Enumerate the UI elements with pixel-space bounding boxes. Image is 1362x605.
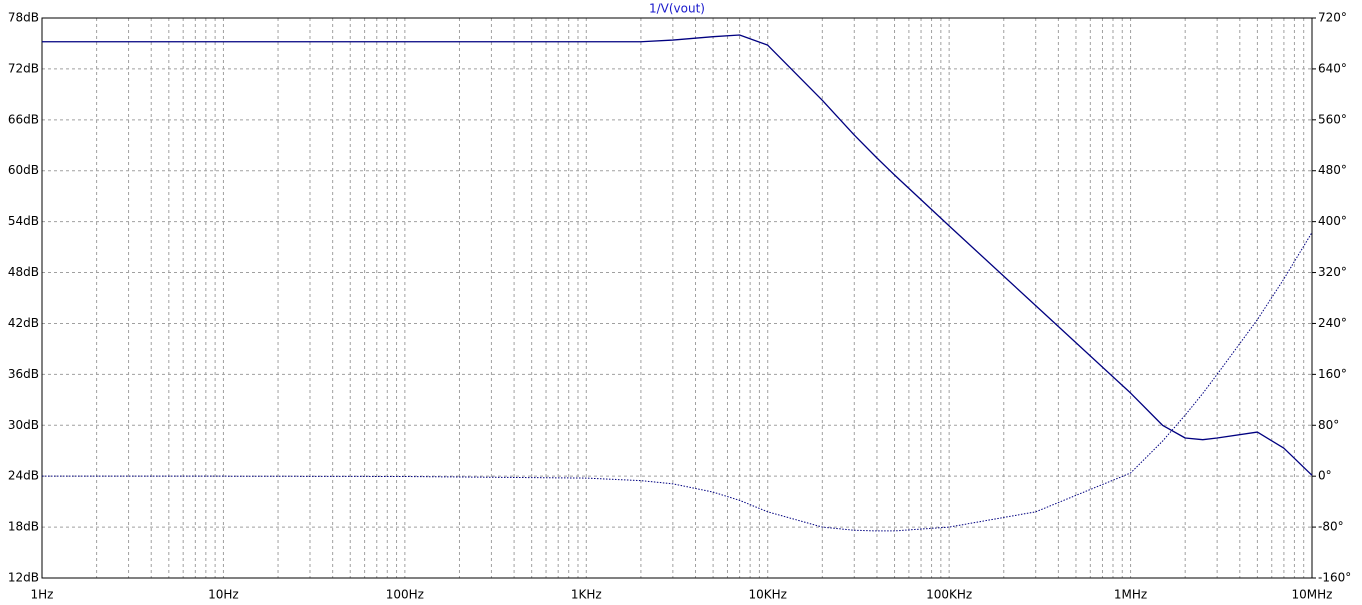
chart-title: 1/V(vout) xyxy=(649,2,705,16)
x-tick-label: 1Hz xyxy=(31,588,54,602)
y-tick-label: 60dB xyxy=(8,163,39,177)
plot-frame xyxy=(41,17,1313,579)
y-tick-label: 48dB xyxy=(8,265,39,279)
y2-tick-label: 240° xyxy=(1318,316,1347,330)
y-tick-label: 78dB xyxy=(8,11,39,25)
y2-tick-label: -80° xyxy=(1318,520,1344,534)
y-tick-label: 30dB xyxy=(8,418,39,432)
y-tick-label: 24dB xyxy=(8,469,39,483)
y2-tick-label: 560° xyxy=(1318,112,1347,126)
y-tick-label: 42dB xyxy=(8,316,39,330)
y2-tick-label: 720° xyxy=(1318,11,1347,25)
y2-tick-label: 0° xyxy=(1318,469,1332,483)
y-tick-label: 18dB xyxy=(8,520,39,534)
y2-tick-label: 640° xyxy=(1318,61,1347,75)
y2-tick-label: 480° xyxy=(1318,163,1347,177)
x-tick-label: 10Hz xyxy=(208,588,239,602)
y2-tick-label: 320° xyxy=(1318,265,1347,279)
y-tick-label: 66dB xyxy=(8,112,39,126)
x-tick-label: 100Hz xyxy=(386,588,424,602)
x-tick-label: 1KHz xyxy=(571,588,602,602)
y2-tick-label: 80° xyxy=(1318,418,1339,432)
y-tick-label: 12dB xyxy=(8,571,39,585)
x-tick-label: 1MHz xyxy=(1114,588,1147,602)
y2-tick-label: 400° xyxy=(1318,214,1347,228)
x-tick-label: 10KHz xyxy=(748,588,786,602)
y-tick-label: 36dB xyxy=(8,367,39,381)
x-tick-label: 10MHz xyxy=(1292,588,1333,602)
y2-tick-label: 160° xyxy=(1318,367,1347,381)
series-line xyxy=(42,34,1313,476)
y-tick-label: 72dB xyxy=(8,61,39,75)
x-tick-label: 100KHz xyxy=(926,588,972,602)
y-tick-label: 54dB xyxy=(8,214,39,228)
y2-tick-label: -160° xyxy=(1318,571,1351,585)
